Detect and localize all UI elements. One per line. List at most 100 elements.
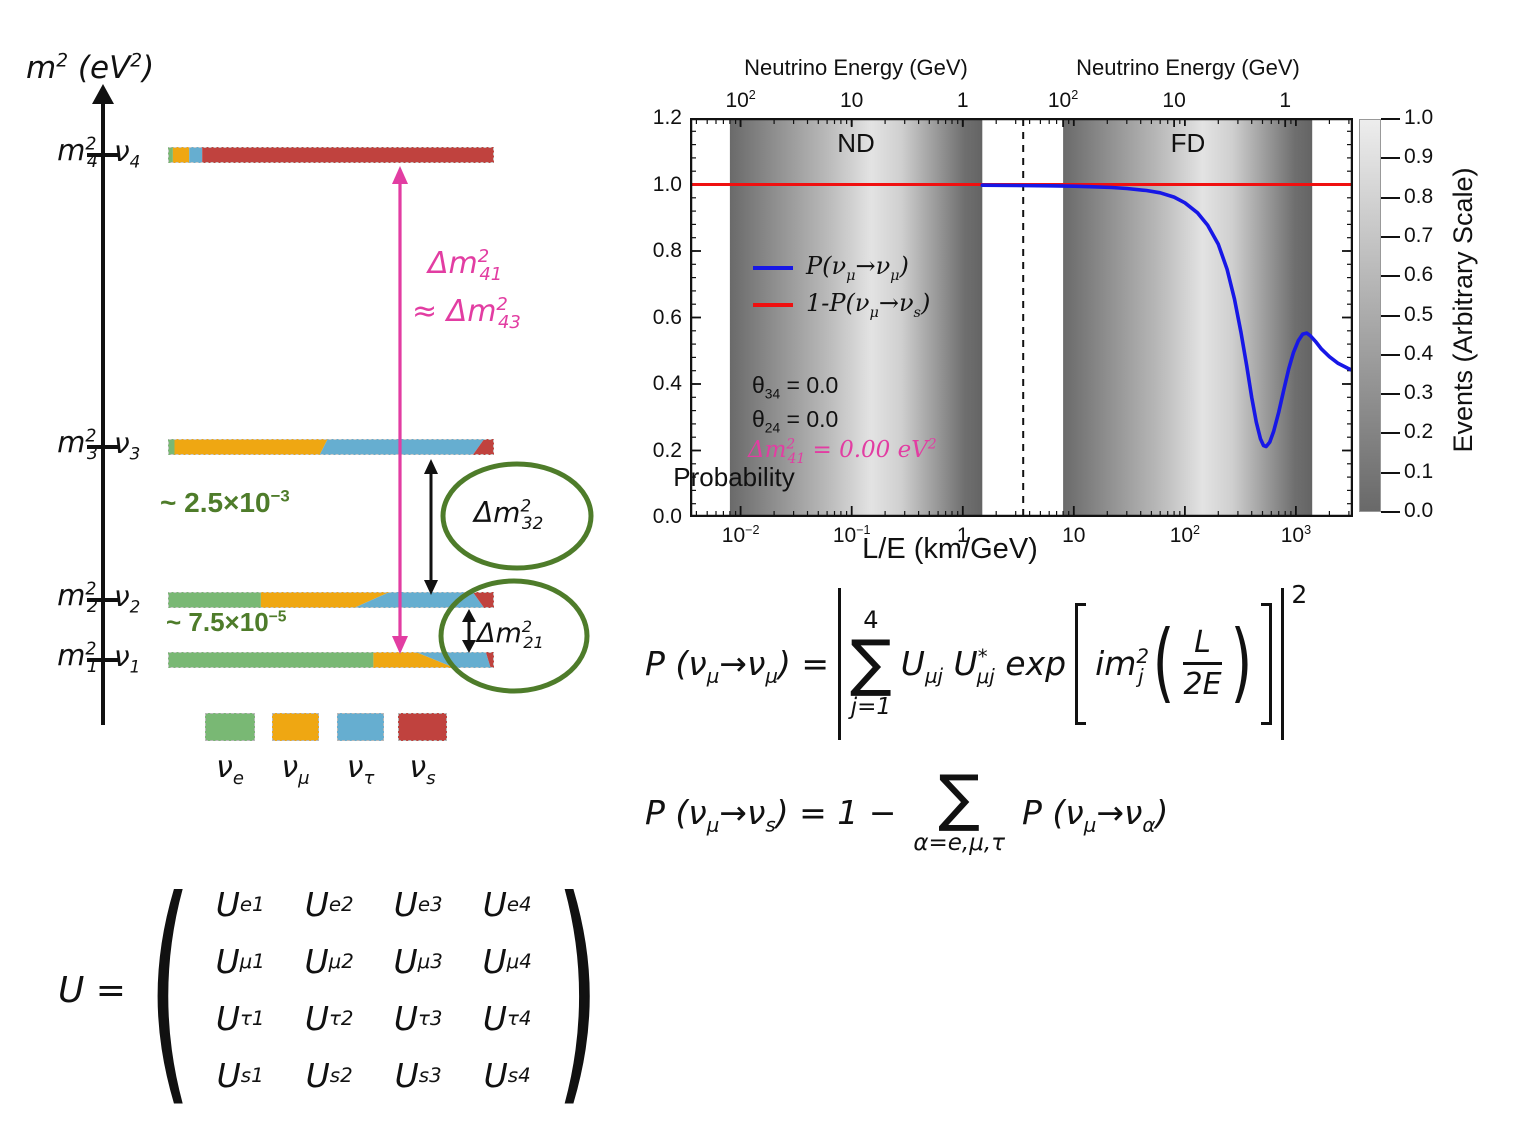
sol-splitting-value: ~ 7.5×10−5 — [166, 607, 287, 637]
y-tick-label: 1.2 — [652, 106, 682, 129]
mass-label-nu4: m24 — [57, 133, 98, 172]
colorbar-tick — [1381, 432, 1400, 435]
mass-axis-arrowhead-icon — [92, 84, 114, 104]
equation-pmumu: P (νμ→νμ) = 4 ∑ j=1 Uμj U*μj exp im2j ( … — [645, 580, 1307, 741]
state-label-nu4: ν4 — [114, 135, 141, 172]
colorbar-tick — [1381, 235, 1400, 238]
x-tick-label: 10 — [1062, 524, 1086, 547]
mass-label-nu2: m22 — [57, 578, 98, 617]
legend-swatch-s — [398, 713, 447, 741]
y-tick-label: 0.6 — [652, 305, 682, 329]
matrix-paren-right: ) — [555, 850, 600, 1130]
colorbar-tick — [1381, 196, 1400, 199]
x-tick-label: 1 — [956, 524, 969, 547]
annotation-dm41: Δm241 = 0.00 eV2 — [748, 436, 937, 467]
state-label-nu2: ν2 — [114, 580, 141, 617]
legend-label-e: νe — [216, 750, 244, 789]
mass-bar-nu1 — [168, 652, 494, 668]
dm21-label: Δm221 — [477, 617, 544, 653]
top-axis-title-fd: Neutrino Energy (GeV) — [1076, 55, 1300, 80]
dm32-label: Δm232 — [474, 495, 544, 533]
matrix-paren-left: ( — [147, 850, 192, 1130]
eq1-term: Uμj U*μj exp — [900, 644, 1067, 688]
colorbar-tick — [1381, 393, 1400, 396]
probability-plot — [689, 117, 1355, 518]
x-tick-label: 103 — [1280, 523, 1312, 547]
mass-label-nu3: m23 — [57, 425, 98, 464]
equation-pmus: P (νμ→νs) = 1 − ∑ α=e,μ,τ P (νμ→να) — [645, 752, 1168, 872]
colorbar-tick-label: 1.0 — [1404, 106, 1434, 129]
eq2-lhs: P (νμ→νs) = 1 − — [645, 792, 897, 837]
mass-bar-nu4 — [168, 147, 494, 163]
colorbar — [1359, 119, 1381, 512]
fraction-l-2e: L 2E — [1183, 626, 1222, 702]
sum-symbol-2: ∑ α=e,μ,τ — [913, 761, 1006, 856]
legend-swatch-mu — [272, 713, 319, 741]
top-tick-label: 102 — [1047, 88, 1079, 112]
plot-ylabel: Probability — [673, 462, 795, 492]
x-tick-label: 10−1 — [832, 523, 871, 547]
sum-lower-limit: α=e,μ,τ — [913, 829, 1006, 856]
top-axis-title-nd: Neutrino Energy (GeV) — [744, 55, 968, 80]
colorbar-tick — [1381, 511, 1400, 513]
fraction-bar — [1183, 662, 1222, 665]
colorbar-tick-label: 0.4 — [1404, 341, 1434, 365]
annotation-theta24: θ24 = 0.0 — [752, 406, 839, 436]
fd-region-label: FD — [1170, 128, 1206, 158]
nd-region-label: ND — [837, 128, 875, 158]
legend-swatch-tau — [337, 713, 384, 741]
top-tick-label: 1 — [1279, 89, 1292, 112]
top-tick-label: 102 — [725, 88, 756, 112]
bracket-left — [1075, 602, 1087, 725]
colorbar-tick — [1381, 118, 1400, 120]
legend-label-pmumu: P(νμ→νμ) — [806, 252, 909, 284]
eq1-arg: im2j — [1095, 644, 1149, 688]
sum-upper-limit: 4 — [863, 605, 879, 634]
x-tick-label: 102 — [1169, 523, 1201, 547]
top-tick-label: 10 — [840, 89, 864, 112]
colorbar-tick-label: 0.1 — [1404, 459, 1434, 483]
y-tick-label: 0.8 — [652, 239, 682, 262]
mass-bar-nu2 — [168, 592, 494, 608]
state-label-nu1: ν1 — [114, 640, 141, 677]
plot-xlabel: L/E (km/GeV) — [862, 533, 1038, 565]
axis-tick-nu4 — [87, 153, 120, 157]
sigma-icon: ∑ — [938, 761, 981, 835]
legend-swatch-e — [205, 713, 255, 741]
abs-bar-right — [1281, 587, 1285, 740]
mass-bar-nu3 — [168, 439, 494, 455]
fraction-denominator: 2E — [1183, 667, 1222, 702]
legend-label-s: νs — [409, 750, 436, 789]
legend-label-tau: ντ — [346, 750, 375, 789]
y-tick-label: 0.2 — [652, 438, 682, 462]
x-tick-label: 10−2 — [721, 523, 760, 547]
colorbar-tick — [1381, 157, 1400, 160]
dm41-label-line1: Δm241 — [428, 246, 503, 285]
colorbar-tick — [1381, 353, 1400, 356]
mass-label-nu1: m21 — [57, 638, 98, 677]
mass-axis-label: m2 (eV2) — [26, 50, 155, 86]
mass-diagram-overlay — [392, 166, 594, 694]
colorbar-tick — [1381, 314, 1400, 317]
annotation-theta34: θ34 = 0.0 — [752, 372, 839, 402]
axis-tick-nu2 — [87, 598, 120, 602]
colorbar-tick-label: 0.7 — [1404, 223, 1434, 247]
mass-axis-line — [101, 100, 105, 725]
legend-label-mu: νμ — [281, 750, 310, 789]
colorbar-tick-label: 0.0 — [1404, 499, 1434, 522]
